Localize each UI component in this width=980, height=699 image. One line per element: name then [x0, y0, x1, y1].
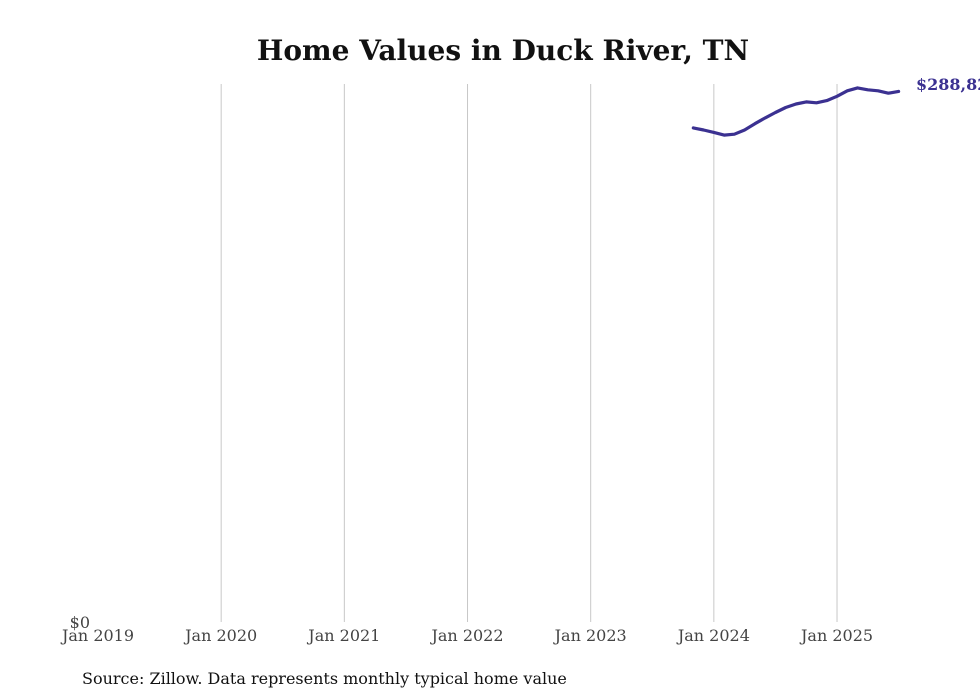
source-note: Source: Zillow. Data represents monthly …: [82, 669, 567, 688]
x-tick-label: Jan 2025: [799, 626, 873, 645]
series-layer: [691, 86, 901, 137]
y-axis-ticks: $0: [70, 613, 90, 632]
x-tick-label: Jan 2024: [676, 626, 750, 645]
x-tick-label: Jan 2023: [553, 626, 627, 645]
series-line-0: [691, 86, 901, 137]
y-tick-label: $0: [70, 613, 90, 632]
x-tick-label: Jan 2022: [429, 626, 503, 645]
chart-title: Home Values in Duck River, TN: [257, 34, 749, 67]
last-value-label: $288,82: [916, 75, 980, 94]
x-axis-ticks: Jan 2019 Jan 2020 Jan 2021 Jan 2022 Jan 2023…: [60, 626, 873, 645]
x-tick-label: Jan 2020: [183, 626, 257, 645]
x-tick-label: Jan 2019: [60, 626, 134, 645]
gridlines: [220, 84, 838, 622]
x-tick-label: Jan 2021: [306, 626, 380, 645]
